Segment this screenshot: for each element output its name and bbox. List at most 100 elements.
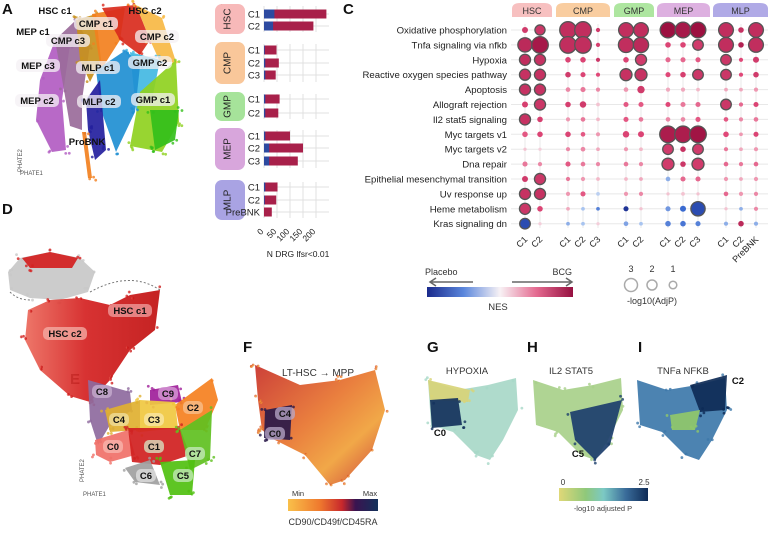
cluster-c6-point [122,468,126,472]
cluster-label: MEP c1 [16,27,50,38]
cluster-c7-point [210,459,213,463]
tnfa-high-region-point [701,407,704,410]
cluster-label-bg [275,407,295,420]
dot-dna-repair [565,161,571,167]
il2-map-point [590,458,593,462]
dot-hypoxia [680,57,686,63]
hypoxia-map-point [511,379,515,383]
cluster-c0-point [91,455,94,459]
cluster-c4-point [106,410,110,414]
tnfa-map-point [680,456,684,459]
bar-placebo [264,143,270,153]
dot-apoptosis [533,83,547,96]
column-label: C1 [615,234,630,249]
cluster-label-bg [144,413,164,426]
dot-dna-repair [638,162,644,167]
cluster-mlp-c1-point [122,49,126,53]
cluster-c5-point [155,456,159,460]
tnfa-map-point [710,438,714,442]
il2-map-point [553,434,557,438]
cluster-c5-point [187,489,191,493]
dot-myc-targets-v1 [580,131,586,137]
tnfa-map-point [668,387,672,391]
cluster-mlp-c2-point [107,147,110,151]
cluster-gmp-green-point [173,110,177,113]
il2-map-point [563,387,567,390]
cluster-label: C3 [148,415,160,426]
dot-heme-metabolism [724,207,728,211]
dot-il2-stat5-signaling [723,117,729,122]
nes-colorbar [427,287,573,297]
legend-title-nes: NES [488,302,508,313]
hsc-cloud-point [46,298,50,301]
cluster-label: CMP c1 [79,19,114,30]
pathway-label: Heme metabolism [430,204,507,215]
marker-expression-cloud-point [277,441,281,445]
dot-heme-metabolism [639,207,643,211]
panel-label-h: H [527,339,538,356]
cluster-c7-point [212,455,216,459]
hsc-cloud-point [39,367,43,371]
dot-heme-metabolism [581,206,585,211]
dot-tnfa-signaling-via-nfkb [559,35,577,54]
group-label: GMP [223,95,234,118]
cluster-label: C4 [279,409,292,420]
dot-reactive-oxygen-species-pathway [518,68,532,81]
bar-placebo [264,195,265,205]
pathway-label: Hypoxia [472,55,507,66]
size-legend-circle [623,277,639,293]
il2-high-region-point [621,397,625,401]
dot-tnfa-signaling-via-nfkb [747,36,765,53]
cluster-c2-point [177,407,180,411]
cluster-cmp-c3-point [80,56,84,60]
dot-uv-response-up [638,191,644,196]
cluster-c1-point [123,425,127,429]
dot-tnfa-signaling-via-nfkb [680,42,686,48]
bar-bcg [264,21,314,31]
marker-expression-cloud-point [342,482,346,486]
colorbar-label: -log10 adjusted P [574,504,632,513]
il2-map-point [591,385,595,389]
hypoxia-low-region-point [429,377,432,381]
dot-il2-stat5-signaling [580,117,586,122]
marker-expression-cloud-point [259,425,263,429]
dot-dna-repair [723,161,729,167]
cluster-label-bg [131,93,175,106]
dot-uv-response-up [580,191,586,197]
group-header-mlp [713,3,768,17]
cluster-probnk-trail-point [94,178,98,182]
hsc-cloud-point [158,285,162,289]
cluster-label-bg [76,61,120,74]
dot-allograft-rejection [638,101,644,108]
dot-hypoxia [595,57,601,62]
cluster-mlp-c1-point [131,111,135,115]
hsc-cloud-point [29,309,33,313]
cluster-c8-point [126,387,130,390]
row-label: C2 [248,59,260,70]
dot-tnfa-signaling-via-nfkb [574,35,592,54]
bar-bcg [264,45,277,55]
dot-epithelial-mesenchymal-transition [639,177,643,181]
bar-placebo [264,156,270,166]
hypoxia-map-point [473,451,477,454]
marker-expression-cloud-point [347,474,350,478]
column-label: C2 [672,234,687,249]
umbrella-gray-point [31,298,34,302]
dot-heme-metabolism [665,206,671,212]
dot-heme-metabolism [518,202,532,215]
cluster-label: C8 [96,387,108,398]
tnfa-map-point [638,425,642,429]
colorbar [288,499,378,511]
hypoxia-high-region-point [458,400,461,403]
hypoxia-map-point [491,454,494,458]
group-box-mlp [215,180,245,220]
high-expression-region-point [292,405,295,409]
colorbar-max: 2.5 [638,478,650,487]
cluster-label-bg [183,401,203,414]
il2-map-point [588,382,591,386]
pathway-label: Myc targets v1 [445,130,507,141]
cluster-c8-point [89,419,92,423]
dot-allograft-rejection [753,101,759,108]
colorbar-max: Max [363,489,377,498]
